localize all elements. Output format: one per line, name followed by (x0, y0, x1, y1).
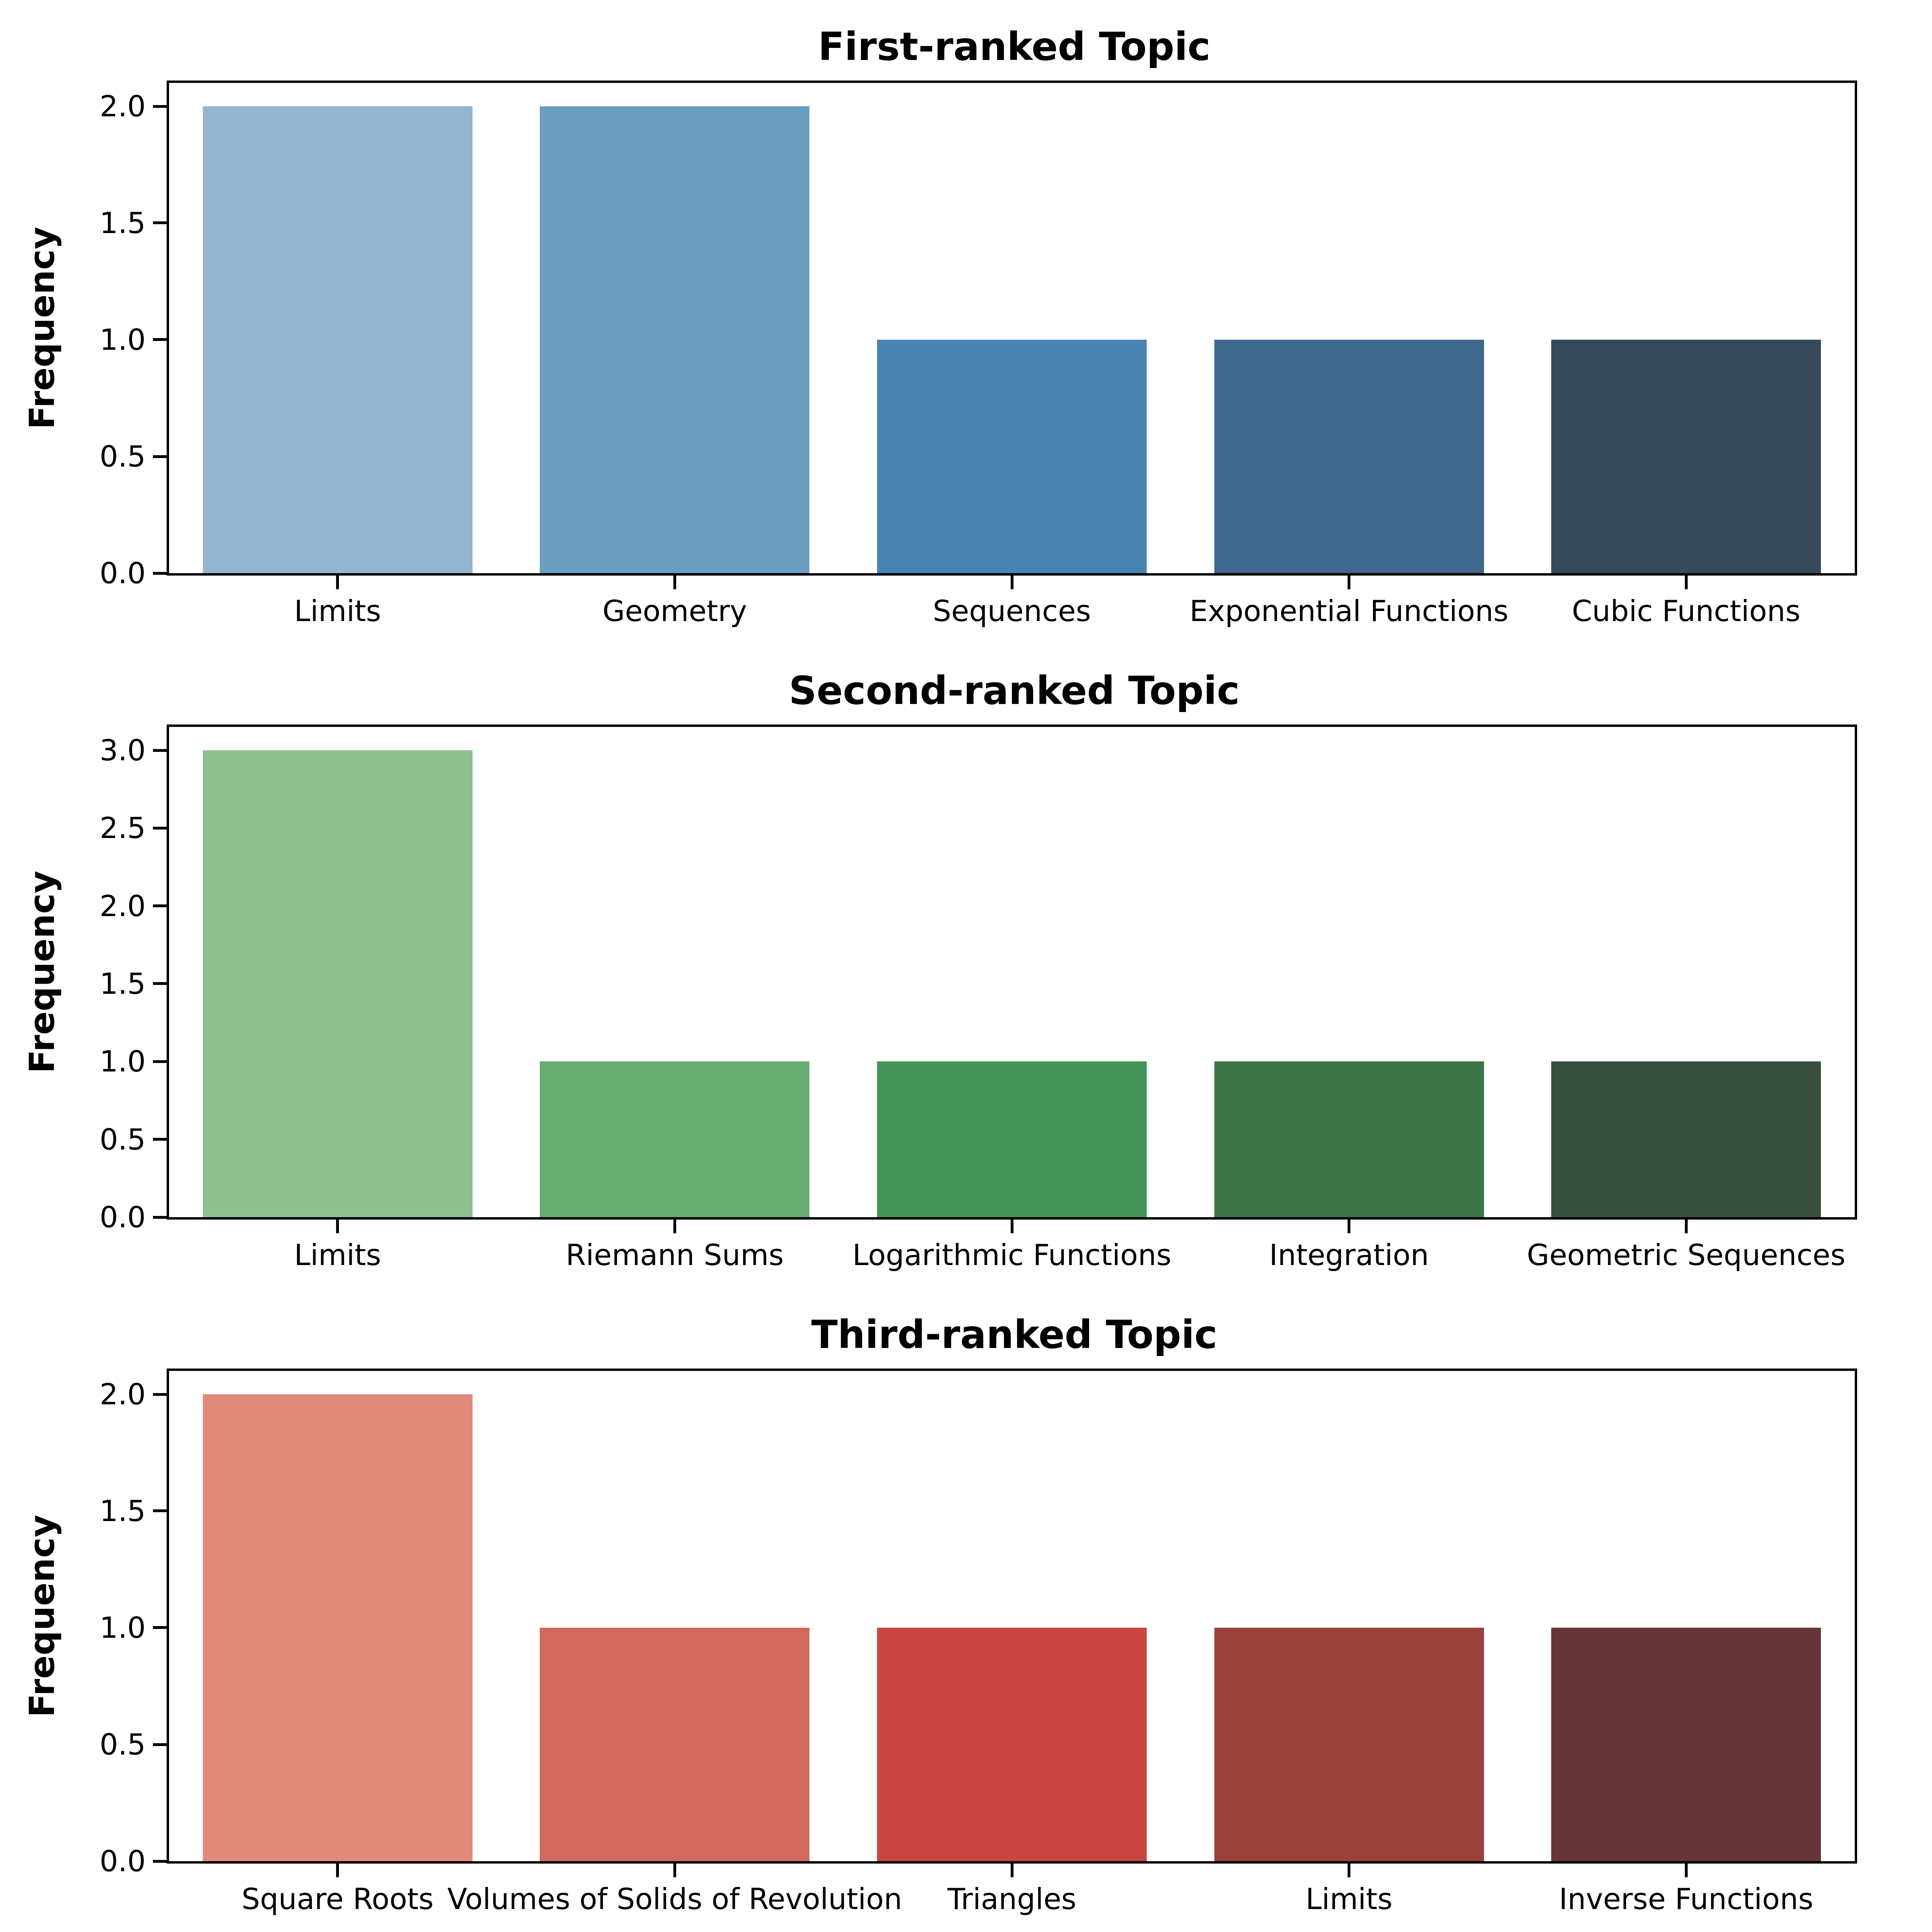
y-tick-mark (153, 1060, 167, 1063)
y-tick-mark (153, 749, 167, 752)
y-tick-label: 1.0 (99, 1044, 146, 1079)
x-tick-label: Riemann Sums (566, 1238, 784, 1272)
x-tick-mark (1010, 1220, 1013, 1233)
y-tick-label: 0.5 (99, 1728, 146, 1761)
bar (1551, 340, 1821, 573)
x-tick-label: Exponential Functions (1189, 594, 1509, 628)
x-tick-mark (1684, 1220, 1688, 1233)
chart-first-ranked-topic: First-ranked Topic Frequency 0.0 0.5 1.0 1.5 2… (0, 0, 1932, 644)
y-tick-label: 1.0 (99, 1611, 146, 1645)
bar (1551, 1061, 1821, 1217)
x-tick-mark (1348, 1220, 1351, 1233)
y-tick-mark (153, 1860, 167, 1863)
x-tick-mark (673, 576, 676, 589)
y-tick-mark (153, 105, 167, 108)
x-tick-label: Cubic Functions (1572, 594, 1801, 628)
x-tick-label: Limits (294, 1238, 381, 1272)
y-tick-mark (153, 338, 167, 341)
y-tick-label: 1.5 (99, 967, 146, 1001)
plot-area: 0.0 0.5 1.0 1.5 2.0 Square Roots Volumes of So… (99, 1368, 1857, 1916)
x-tick-mark (1010, 576, 1013, 589)
y-tick-mark (153, 826, 167, 830)
chart-title: Second-ranked Topic (788, 668, 1240, 713)
x-tick-mark (673, 1864, 676, 1877)
x-tick-label: Triangles (947, 1882, 1077, 1916)
y-axis-label: Frequency (22, 1515, 62, 1717)
bar (1214, 1628, 1484, 1861)
y-tick-mark (153, 572, 167, 575)
x-tick-label: Limits (1305, 1882, 1393, 1916)
y-tick-mark (153, 904, 167, 908)
y-tick-mark (153, 1743, 167, 1746)
x-tick-label: Volumes of Solids of Revolution (447, 1882, 902, 1916)
x-tick-label: Limits (294, 594, 381, 628)
y-tick-mark (153, 1393, 167, 1396)
bar (202, 106, 473, 573)
y-tick-label: 0.5 (99, 1122, 146, 1156)
x-tick-mark (1348, 1864, 1351, 1877)
bar (1214, 1061, 1484, 1217)
bar (540, 1061, 810, 1217)
y-tick-mark (153, 455, 167, 458)
bar (540, 106, 810, 573)
x-tick-mark (673, 1220, 676, 1233)
chart-third-ranked-topic: Third-ranked Topic Frequency 0.0 0.5 1.0 1.5 2… (0, 1288, 1932, 1932)
y-tick-label: 2.0 (99, 889, 146, 923)
y-tick-label: 0.0 (99, 1844, 146, 1878)
y-tick-mark (153, 1138, 167, 1141)
x-tick-label: Inverse Functions (1559, 1882, 1814, 1916)
chart-second-ranked-topic: Second-ranked Topic Frequency 0.0 0.5 1.0 1.5… (0, 644, 1932, 1288)
x-tick-mark (336, 1864, 339, 1877)
y-tick-mark (153, 982, 167, 985)
bar (1551, 1628, 1821, 1861)
x-tick-label: Geometric Sequences (1527, 1238, 1845, 1272)
x-tick-mark (1684, 1864, 1688, 1877)
y-tick-mark (153, 1509, 167, 1513)
y-tick-label: 3.0 (99, 733, 146, 767)
x-tick-mark (336, 576, 339, 589)
bar (877, 1628, 1147, 1861)
chart-title: First-ranked Topic (818, 24, 1211, 69)
x-tick-mark (336, 1220, 339, 1233)
bar (877, 1061, 1147, 1217)
x-tick-mark (1010, 1864, 1013, 1877)
chart-title: Third-ranked Topic (811, 1312, 1218, 1357)
bar (1214, 340, 1484, 573)
y-tick-label: 2.5 (99, 811, 146, 845)
x-tick-label: Square Roots (242, 1882, 434, 1916)
x-tick-mark (1348, 576, 1351, 589)
y-tick-label: 1.5 (99, 206, 146, 240)
y-tick-mark (153, 1626, 167, 1629)
y-tick-label: 0.0 (99, 556, 146, 590)
y-tick-label: 0.0 (99, 1200, 146, 1234)
plot-area: 0.0 0.5 1.0 1.5 2.0 Limits Geometry Sequences Ex… (99, 80, 1857, 628)
bar (877, 340, 1147, 573)
y-axis-label: Frequency (22, 871, 62, 1073)
y-tick-label: 2.0 (99, 1377, 146, 1411)
y-tick-mark (153, 1216, 167, 1219)
y-axis-label: Frequency (22, 227, 62, 429)
bar (540, 1628, 810, 1861)
x-tick-mark (1684, 576, 1688, 589)
plot-area: 0.0 0.5 1.0 1.5 2.0 2.5 3.0 Limits Riemann Sums L… (99, 724, 1857, 1272)
y-tick-label: 1.5 (99, 1494, 146, 1528)
y-tick-label: 2.0 (99, 89, 146, 123)
bar (202, 1394, 473, 1861)
y-tick-label: 1.0 (99, 323, 146, 357)
x-tick-label: Sequences (933, 594, 1091, 628)
x-tick-label: Geometry (602, 594, 747, 628)
x-tick-label: Logarithmic Functions (852, 1238, 1172, 1272)
y-tick-label: 0.5 (99, 440, 146, 473)
y-tick-mark (153, 221, 167, 225)
bar (202, 750, 473, 1217)
x-tick-label: Integration (1269, 1238, 1429, 1272)
